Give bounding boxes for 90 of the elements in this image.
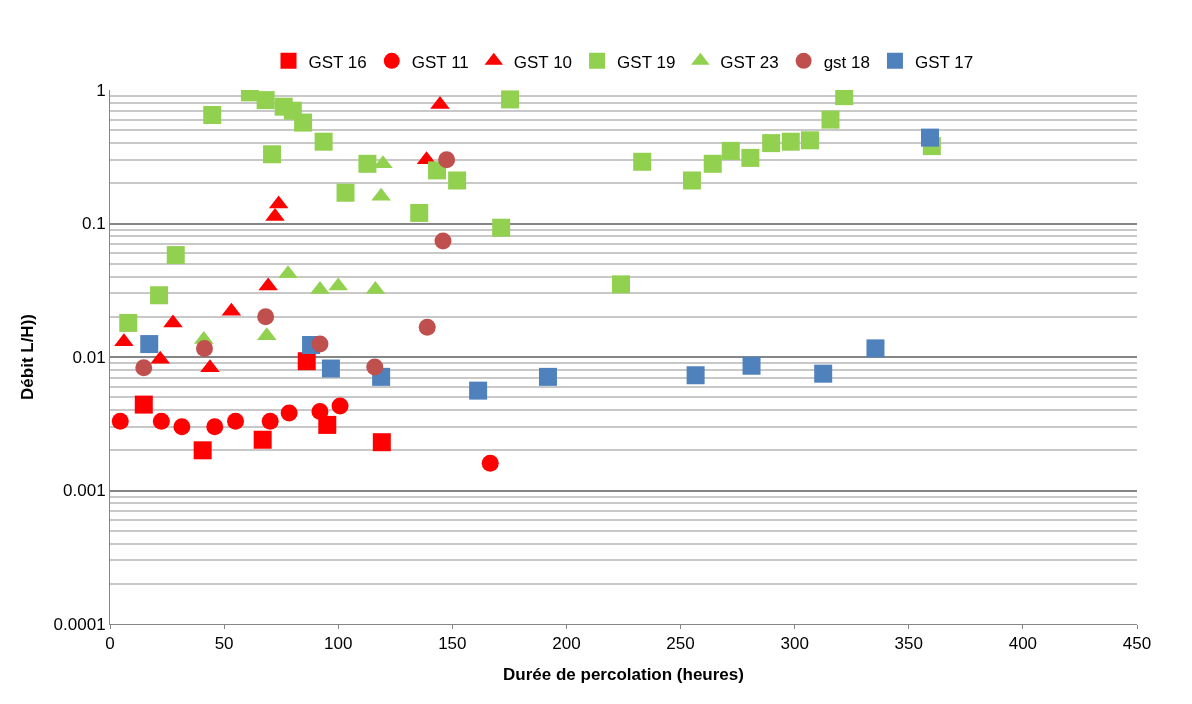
point — [311, 335, 329, 353]
x-tick-label: 200 — [552, 634, 581, 654]
point — [135, 359, 153, 377]
legend-label: gst 18 — [823, 52, 870, 72]
x-tick-label: 450 — [1122, 634, 1152, 654]
point — [336, 183, 355, 202]
point — [866, 339, 885, 358]
point — [371, 187, 391, 201]
legend-label: GST 23 — [720, 52, 779, 72]
point — [311, 403, 329, 421]
point — [501, 90, 520, 109]
x-tick-label: 300 — [780, 634, 809, 654]
point — [633, 152, 652, 171]
y-axis-title: Débit L/H)) — [18, 314, 38, 400]
point — [318, 415, 337, 434]
point — [111, 412, 129, 430]
point — [206, 418, 224, 436]
point — [280, 404, 298, 422]
point — [611, 275, 630, 294]
point — [200, 359, 220, 373]
point — [114, 333, 134, 347]
point — [741, 148, 760, 167]
point — [278, 265, 298, 279]
point — [682, 171, 701, 190]
point — [358, 154, 377, 173]
y-tick-label: 1 — [96, 80, 106, 100]
point — [703, 154, 722, 173]
point — [921, 128, 939, 147]
point — [195, 339, 213, 357]
point — [410, 203, 429, 222]
point — [321, 359, 340, 378]
point — [203, 105, 222, 124]
point — [253, 430, 272, 449]
x-tick-label: 50 — [214, 634, 234, 654]
point — [448, 171, 467, 190]
legend-label: GST 11 — [411, 52, 469, 72]
x-tick-label: 150 — [438, 634, 467, 654]
point — [742, 356, 761, 375]
point — [492, 218, 511, 237]
point — [152, 412, 170, 430]
y-tick-label: 0.01 — [72, 347, 106, 367]
point — [538, 367, 557, 386]
legend-label: GST 16 — [308, 52, 367, 72]
point — [331, 397, 349, 415]
y-tick-label: 0.001 — [63, 481, 106, 501]
point — [434, 232, 452, 250]
point — [140, 335, 159, 354]
point — [263, 145, 282, 164]
point — [119, 313, 138, 332]
x-tick-label: 100 — [324, 634, 353, 654]
point — [373, 155, 393, 169]
x-tick-label: 400 — [1008, 634, 1038, 654]
point — [366, 358, 384, 376]
point — [256, 91, 275, 110]
y-tick-label: 0.0001 — [53, 614, 106, 634]
point — [150, 286, 169, 305]
x-tick-label: 0 — [105, 634, 115, 654]
point — [265, 207, 285, 221]
point — [134, 395, 153, 414]
point — [193, 441, 212, 460]
point — [438, 151, 456, 169]
point — [721, 141, 740, 160]
point — [258, 277, 278, 291]
point — [261, 412, 279, 430]
point — [430, 95, 450, 109]
point — [821, 110, 840, 129]
x-axis-title: Durée de percolation (heures) — [503, 664, 744, 684]
point — [469, 381, 488, 400]
point — [800, 131, 819, 150]
point — [418, 318, 436, 336]
point — [257, 308, 275, 326]
point — [227, 412, 245, 430]
legend-label: GST 10 — [513, 52, 573, 72]
x-tick-label: 250 — [666, 634, 695, 654]
point — [686, 366, 705, 385]
point — [297, 352, 316, 371]
legend-label: GST 19 — [617, 52, 676, 72]
point — [762, 134, 781, 153]
point — [314, 132, 333, 151]
point — [781, 132, 800, 151]
y-tick-label: 0.1 — [81, 214, 106, 234]
point — [163, 314, 183, 328]
legend-label: GST 17 — [914, 52, 974, 72]
point — [481, 454, 499, 472]
point — [166, 246, 185, 265]
point — [814, 364, 833, 383]
point — [173, 418, 191, 436]
x-tick-label: 350 — [894, 634, 923, 654]
point — [294, 113, 313, 132]
point — [372, 433, 391, 452]
